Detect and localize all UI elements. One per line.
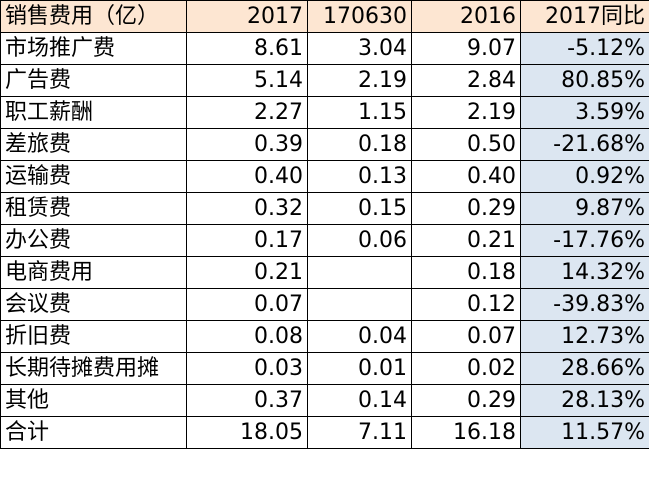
value-2017-cell[interactable]: 2.27 [186, 96, 308, 129]
value-2016-cell[interactable]: 0.18 [411, 256, 521, 289]
value-2017-cell[interactable]: 18.05 [186, 416, 308, 449]
value-yoy-cell[interactable]: 11.57% [520, 416, 649, 449]
value-2017-cell[interactable]: 0.40 [186, 160, 308, 193]
header-label-cell[interactable]: 销售费用（亿） [0, 0, 187, 33]
header-2016-cell[interactable]: 2016 [411, 0, 521, 33]
value-2016-cell[interactable]: 0.21 [411, 224, 521, 257]
value-2017-cell[interactable]: 0.07 [186, 288, 308, 321]
row-label-cell[interactable]: 市场推广费 [0, 32, 187, 65]
value-170630-cell[interactable]: 0.04 [307, 320, 412, 353]
value-2016-cell[interactable]: 0.40 [411, 160, 521, 193]
value-yoy-cell[interactable]: 12.73% [520, 320, 649, 353]
table-row: 其他 0.37 0.14 0.29 28.13% [0, 384, 649, 417]
value-170630-cell[interactable]: 2.19 [307, 64, 412, 97]
value-yoy-cell[interactable]: -17.76% [520, 224, 649, 257]
value-yoy-cell[interactable]: -5.12% [520, 32, 649, 65]
value-2017-cell[interactable]: 0.32 [186, 192, 308, 225]
value-2016-cell[interactable]: 0.02 [411, 352, 521, 385]
value-2016-cell[interactable]: 2.19 [411, 96, 521, 129]
table-row: 会议费 0.07 0.12 -39.83% [0, 288, 649, 321]
table-row: 合计 18.05 7.11 16.18 11.57% [0, 416, 649, 449]
header-170630-cell[interactable]: 170630 [307, 0, 412, 33]
value-yoy-cell[interactable]: 28.13% [520, 384, 649, 417]
table-row: 办公费 0.17 0.06 0.21 -17.76% [0, 224, 649, 257]
value-yoy-cell[interactable]: -39.83% [520, 288, 649, 321]
value-2016-cell[interactable]: 0.12 [411, 288, 521, 321]
value-yoy-cell[interactable]: 80.85% [520, 64, 649, 97]
value-2017-cell[interactable]: 0.17 [186, 224, 308, 257]
value-2017-cell[interactable]: 8.61 [186, 32, 308, 65]
value-yoy-cell[interactable]: 0.92% [520, 160, 649, 193]
table-row: 职工薪酬 2.27 1.15 2.19 3.59% [0, 96, 649, 129]
value-2017-cell[interactable]: 0.39 [186, 128, 308, 161]
value-2016-cell[interactable]: 0.29 [411, 192, 521, 225]
row-label-cell[interactable]: 电商费用 [0, 256, 187, 289]
value-2016-cell[interactable]: 0.29 [411, 384, 521, 417]
row-label-cell[interactable]: 运输费 [0, 160, 187, 193]
row-label-cell[interactable]: 长期待摊费用摊 [0, 352, 187, 385]
row-label-cell[interactable]: 会议费 [0, 288, 187, 321]
value-yoy-cell[interactable]: 28.66% [520, 352, 649, 385]
header-yoy-cell[interactable]: 2017同比 [520, 0, 649, 33]
value-yoy-cell[interactable]: 3.59% [520, 96, 649, 129]
value-170630-cell[interactable]: 0.18 [307, 128, 412, 161]
row-label-cell[interactable]: 职工薪酬 [0, 96, 187, 129]
table-row: 市场推广费 8.61 3.04 9.07 -5.12% [0, 32, 649, 65]
table-row: 折旧费 0.08 0.04 0.07 12.73% [0, 320, 649, 353]
row-label-cell[interactable]: 其他 [0, 384, 187, 417]
value-170630-cell[interactable]: 0.15 [307, 192, 412, 225]
row-label-cell[interactable]: 租赁费 [0, 192, 187, 225]
row-label-cell[interactable]: 折旧费 [0, 320, 187, 353]
value-2016-cell[interactable]: 0.07 [411, 320, 521, 353]
row-label-cell[interactable]: 办公费 [0, 224, 187, 257]
value-2016-cell[interactable]: 9.07 [411, 32, 521, 65]
value-2017-cell[interactable]: 0.21 [186, 256, 308, 289]
row-label-cell[interactable]: 合计 [0, 416, 187, 449]
value-170630-cell[interactable]: 0.13 [307, 160, 412, 193]
row-label-cell[interactable]: 广告费 [0, 64, 187, 97]
value-170630-cell[interactable] [307, 288, 412, 321]
expense-table: 销售费用（亿） 2017 170630 2016 2017同比 市场推广费 8.6… [0, 0, 649, 449]
value-2017-cell[interactable]: 5.14 [186, 64, 308, 97]
value-170630-cell[interactable] [307, 256, 412, 289]
value-170630-cell[interactable]: 0.14 [307, 384, 412, 417]
value-170630-cell[interactable]: 7.11 [307, 416, 412, 449]
table-row: 电商费用 0.21 0.18 14.32% [0, 256, 649, 289]
table-row: 租赁费 0.32 0.15 0.29 9.87% [0, 192, 649, 225]
value-yoy-cell[interactable]: 14.32% [520, 256, 649, 289]
value-170630-cell[interactable]: 1.15 [307, 96, 412, 129]
table-row: 运输费 0.40 0.13 0.40 0.92% [0, 160, 649, 193]
value-2017-cell[interactable]: 0.37 [186, 384, 308, 417]
value-170630-cell[interactable]: 0.01 [307, 352, 412, 385]
header-row: 销售费用（亿） 2017 170630 2016 2017同比 [0, 0, 649, 33]
value-2017-cell[interactable]: 0.03 [186, 352, 308, 385]
row-label-cell[interactable]: 差旅费 [0, 128, 187, 161]
value-2016-cell[interactable]: 2.84 [411, 64, 521, 97]
value-2016-cell[interactable]: 16.18 [411, 416, 521, 449]
table-row: 广告费 5.14 2.19 2.84 80.85% [0, 64, 649, 97]
header-2017-cell[interactable]: 2017 [186, 0, 308, 33]
table-row: 长期待摊费用摊 0.03 0.01 0.02 28.66% [0, 352, 649, 385]
value-yoy-cell[interactable]: -21.68% [520, 128, 649, 161]
value-170630-cell[interactable]: 0.06 [307, 224, 412, 257]
value-2017-cell[interactable]: 0.08 [186, 320, 308, 353]
table-row: 差旅费 0.39 0.18 0.50 -21.68% [0, 128, 649, 161]
value-2016-cell[interactable]: 0.50 [411, 128, 521, 161]
value-170630-cell[interactable]: 3.04 [307, 32, 412, 65]
value-yoy-cell[interactable]: 9.87% [520, 192, 649, 225]
